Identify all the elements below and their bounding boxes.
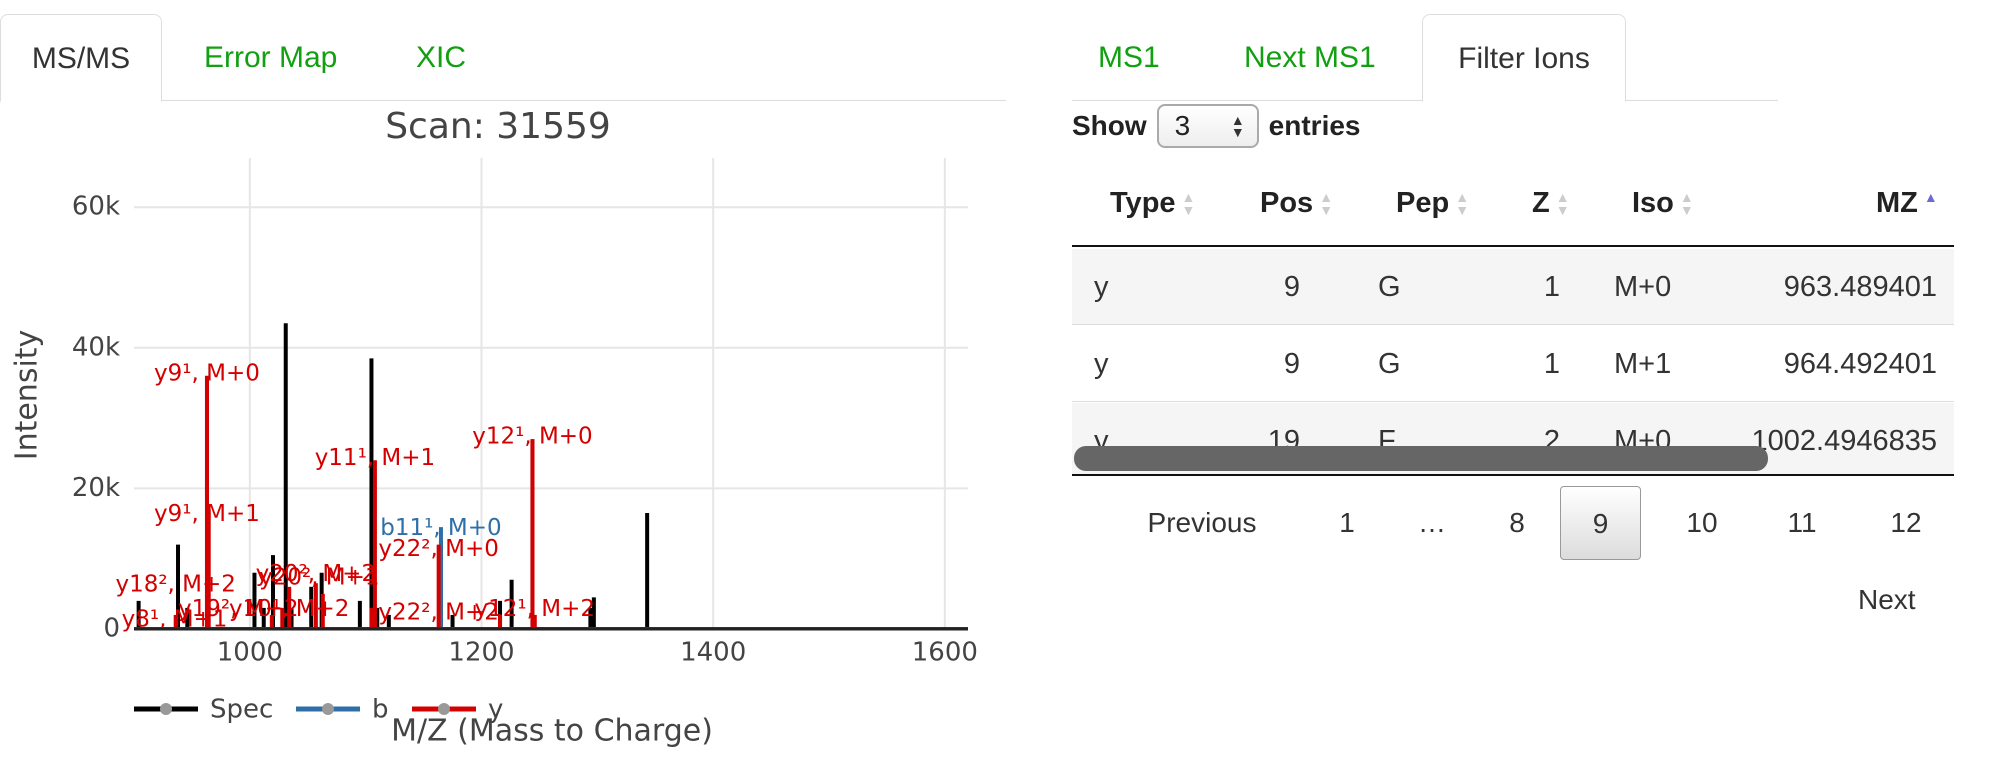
tab-ms1[interactable]: MS1 xyxy=(1098,41,1160,74)
page-button-9-current[interactable]: 9 xyxy=(1560,486,1641,560)
table-row[interactable]: y 9 G 1 M+1 964.492401 xyxy=(1072,326,1954,402)
cell-iso: M+0 xyxy=(1614,271,1672,303)
table-header: Type ▲▼ Pos ▲▼ Pep ▲▼ Z ▲▼ Iso ▲▼ MZ ▲▼ xyxy=(1072,160,1954,247)
tab-next-ms1[interactable]: Next MS1 xyxy=(1244,41,1376,74)
tab-filter-ions[interactable]: Filter Ions xyxy=(1422,14,1626,102)
page-button-1[interactable]: 1 xyxy=(1339,507,1355,538)
x-tick-label: 1600 xyxy=(912,638,978,668)
page-button-10[interactable]: 10 xyxy=(1686,507,1718,538)
cell-z: 1 xyxy=(1543,271,1560,303)
next-page-button[interactable]: Next xyxy=(1858,584,1916,615)
legend-label-y: y xyxy=(488,695,503,725)
sort-ascending-icon: ▲▼ xyxy=(1923,188,1938,205)
cell-z: 1 xyxy=(1543,348,1560,380)
cell-type: y xyxy=(1094,271,1109,303)
legend-item-y[interactable]: y xyxy=(412,695,503,725)
entries-label: entries xyxy=(1268,110,1361,141)
peak-annotation: y22², M+0 xyxy=(378,536,498,562)
horizontal-scrollbar[interactable] xyxy=(1074,446,1768,471)
sort-icon: ▲ ▼ xyxy=(1679,188,1694,218)
peak-annotation: y10¹, M+2 xyxy=(229,596,349,622)
tab-ms-ms[interactable]: MS/MS xyxy=(0,14,162,102)
left-tab-bar: MS/MS Error Map XIC xyxy=(0,0,1006,102)
peak-annotation: y22², M+2 xyxy=(378,599,498,625)
sort-icon: ▲ ▼ xyxy=(1319,188,1334,218)
y-axis-label: Intensity xyxy=(10,330,45,461)
chart-title: Scan: 31559 xyxy=(385,106,611,147)
y-tick-label: 20k xyxy=(72,473,120,503)
x-axis-label: M/Z (Mass to Charge) xyxy=(391,714,713,749)
peak-annotation: y12¹, M+2 xyxy=(475,596,595,622)
select-arrows-icon: ▲ ▼ xyxy=(1230,112,1245,140)
column-header-mz[interactable]: MZ ▲▼ xyxy=(1876,187,1938,219)
peak-annotation: y9¹, M+1 xyxy=(154,501,260,527)
y-tick-label: 60k xyxy=(72,192,120,222)
y-tick-label: 0 xyxy=(103,614,120,644)
peak-annotation: y20², M+1 xyxy=(259,564,379,590)
page-ellipsis: … xyxy=(1418,507,1446,538)
peak-annotation: y19², M+2 xyxy=(178,596,298,622)
column-header-z[interactable]: Z ▲ ▼ xyxy=(1532,187,1570,219)
peak-annotation: y11¹, M+1 xyxy=(315,445,435,471)
x-axis-ticks: 1000 1200 1400 1600 xyxy=(217,638,978,668)
column-header-iso[interactable]: Iso ▲ ▼ xyxy=(1632,187,1694,219)
column-header-pep[interactable]: Pep ▲ ▼ xyxy=(1396,187,1470,219)
page-button-12[interactable]: 12 xyxy=(1890,507,1922,538)
column-header-pos[interactable]: Pos ▲ ▼ xyxy=(1260,187,1334,219)
column-header-type[interactable]: Type ▲ ▼ xyxy=(1110,187,1196,219)
tab-xic[interactable]: XIC xyxy=(416,41,467,74)
tab-error-map[interactable]: Error Map xyxy=(204,41,338,74)
cell-mz: 964.492401 xyxy=(1783,348,1937,380)
cell-type: y xyxy=(1094,348,1109,380)
y-tick-label: 40k xyxy=(72,332,120,362)
cell-pep: G xyxy=(1378,348,1401,380)
page-button-11[interactable]: 11 xyxy=(1787,507,1817,538)
previous-page-button[interactable]: Previous xyxy=(1147,507,1257,538)
sort-icon: ▲ ▼ xyxy=(1455,188,1470,218)
table-row[interactable]: y 9 G 1 M+0 963.489401 xyxy=(1072,249,1954,325)
x-tick-label: 1200 xyxy=(448,638,514,668)
right-tab-bar: MS1 Next MS1 Filter Ions xyxy=(1072,0,1778,102)
page-button-8[interactable]: 8 xyxy=(1509,507,1525,538)
cell-pep: G xyxy=(1378,271,1401,303)
peak-annotation: b11¹, M+0 xyxy=(380,515,501,541)
peak-annotation: y20², M+2 xyxy=(256,561,376,587)
page-length-select[interactable]: 3 ▲ ▼ xyxy=(1156,104,1259,148)
peak-annotation: y18², M+2 xyxy=(115,571,235,597)
page-length-control: Show 3 ▲ ▼ entries xyxy=(1072,104,1361,148)
peak-annotation: y12¹, M+0 xyxy=(472,424,592,450)
pagination: Previous 1 … 8 9 10 11 12 xyxy=(1072,486,1972,560)
cell-pos: 9 xyxy=(1283,271,1300,303)
cell-pos: 9 xyxy=(1283,348,1300,380)
page-length-value: 3 xyxy=(1174,110,1191,141)
peak-annotation: y9¹, M+0 xyxy=(154,360,260,386)
sort-icon: ▲ ▼ xyxy=(1181,188,1196,218)
cell-iso: M+1 xyxy=(1614,348,1672,380)
legend-item-b[interactable]: b xyxy=(296,695,389,725)
cell-mz: 1002.4946835 xyxy=(1751,425,1937,457)
table-bottom-border xyxy=(1072,474,1954,476)
y-axis-ticks: 0 20k 40k 60k xyxy=(72,192,120,644)
peak-annotations: y9¹, M+0 y9¹, M+1 y11¹, M+1 y12¹, M+0 b11¹, … xyxy=(115,360,595,632)
legend-label-spec: Spec xyxy=(210,695,273,725)
chart-legend[interactable]: Spec b y xyxy=(134,695,503,725)
x-tick-label: 1000 xyxy=(217,638,283,668)
legend-item-spec[interactable]: Spec xyxy=(134,695,273,725)
legend-label-b: b xyxy=(372,695,389,725)
sort-icon: ▲ ▼ xyxy=(1555,188,1570,218)
cell-mz: 963.489401 xyxy=(1783,271,1937,303)
show-label: Show xyxy=(1072,110,1147,141)
plot-grid xyxy=(134,158,968,629)
x-tick-label: 1400 xyxy=(680,638,746,668)
ions-table: Type ▲▼ Pos ▲▼ Pep ▲▼ Z ▲▼ Iso ▲▼ MZ ▲▼ … xyxy=(1072,160,1954,476)
